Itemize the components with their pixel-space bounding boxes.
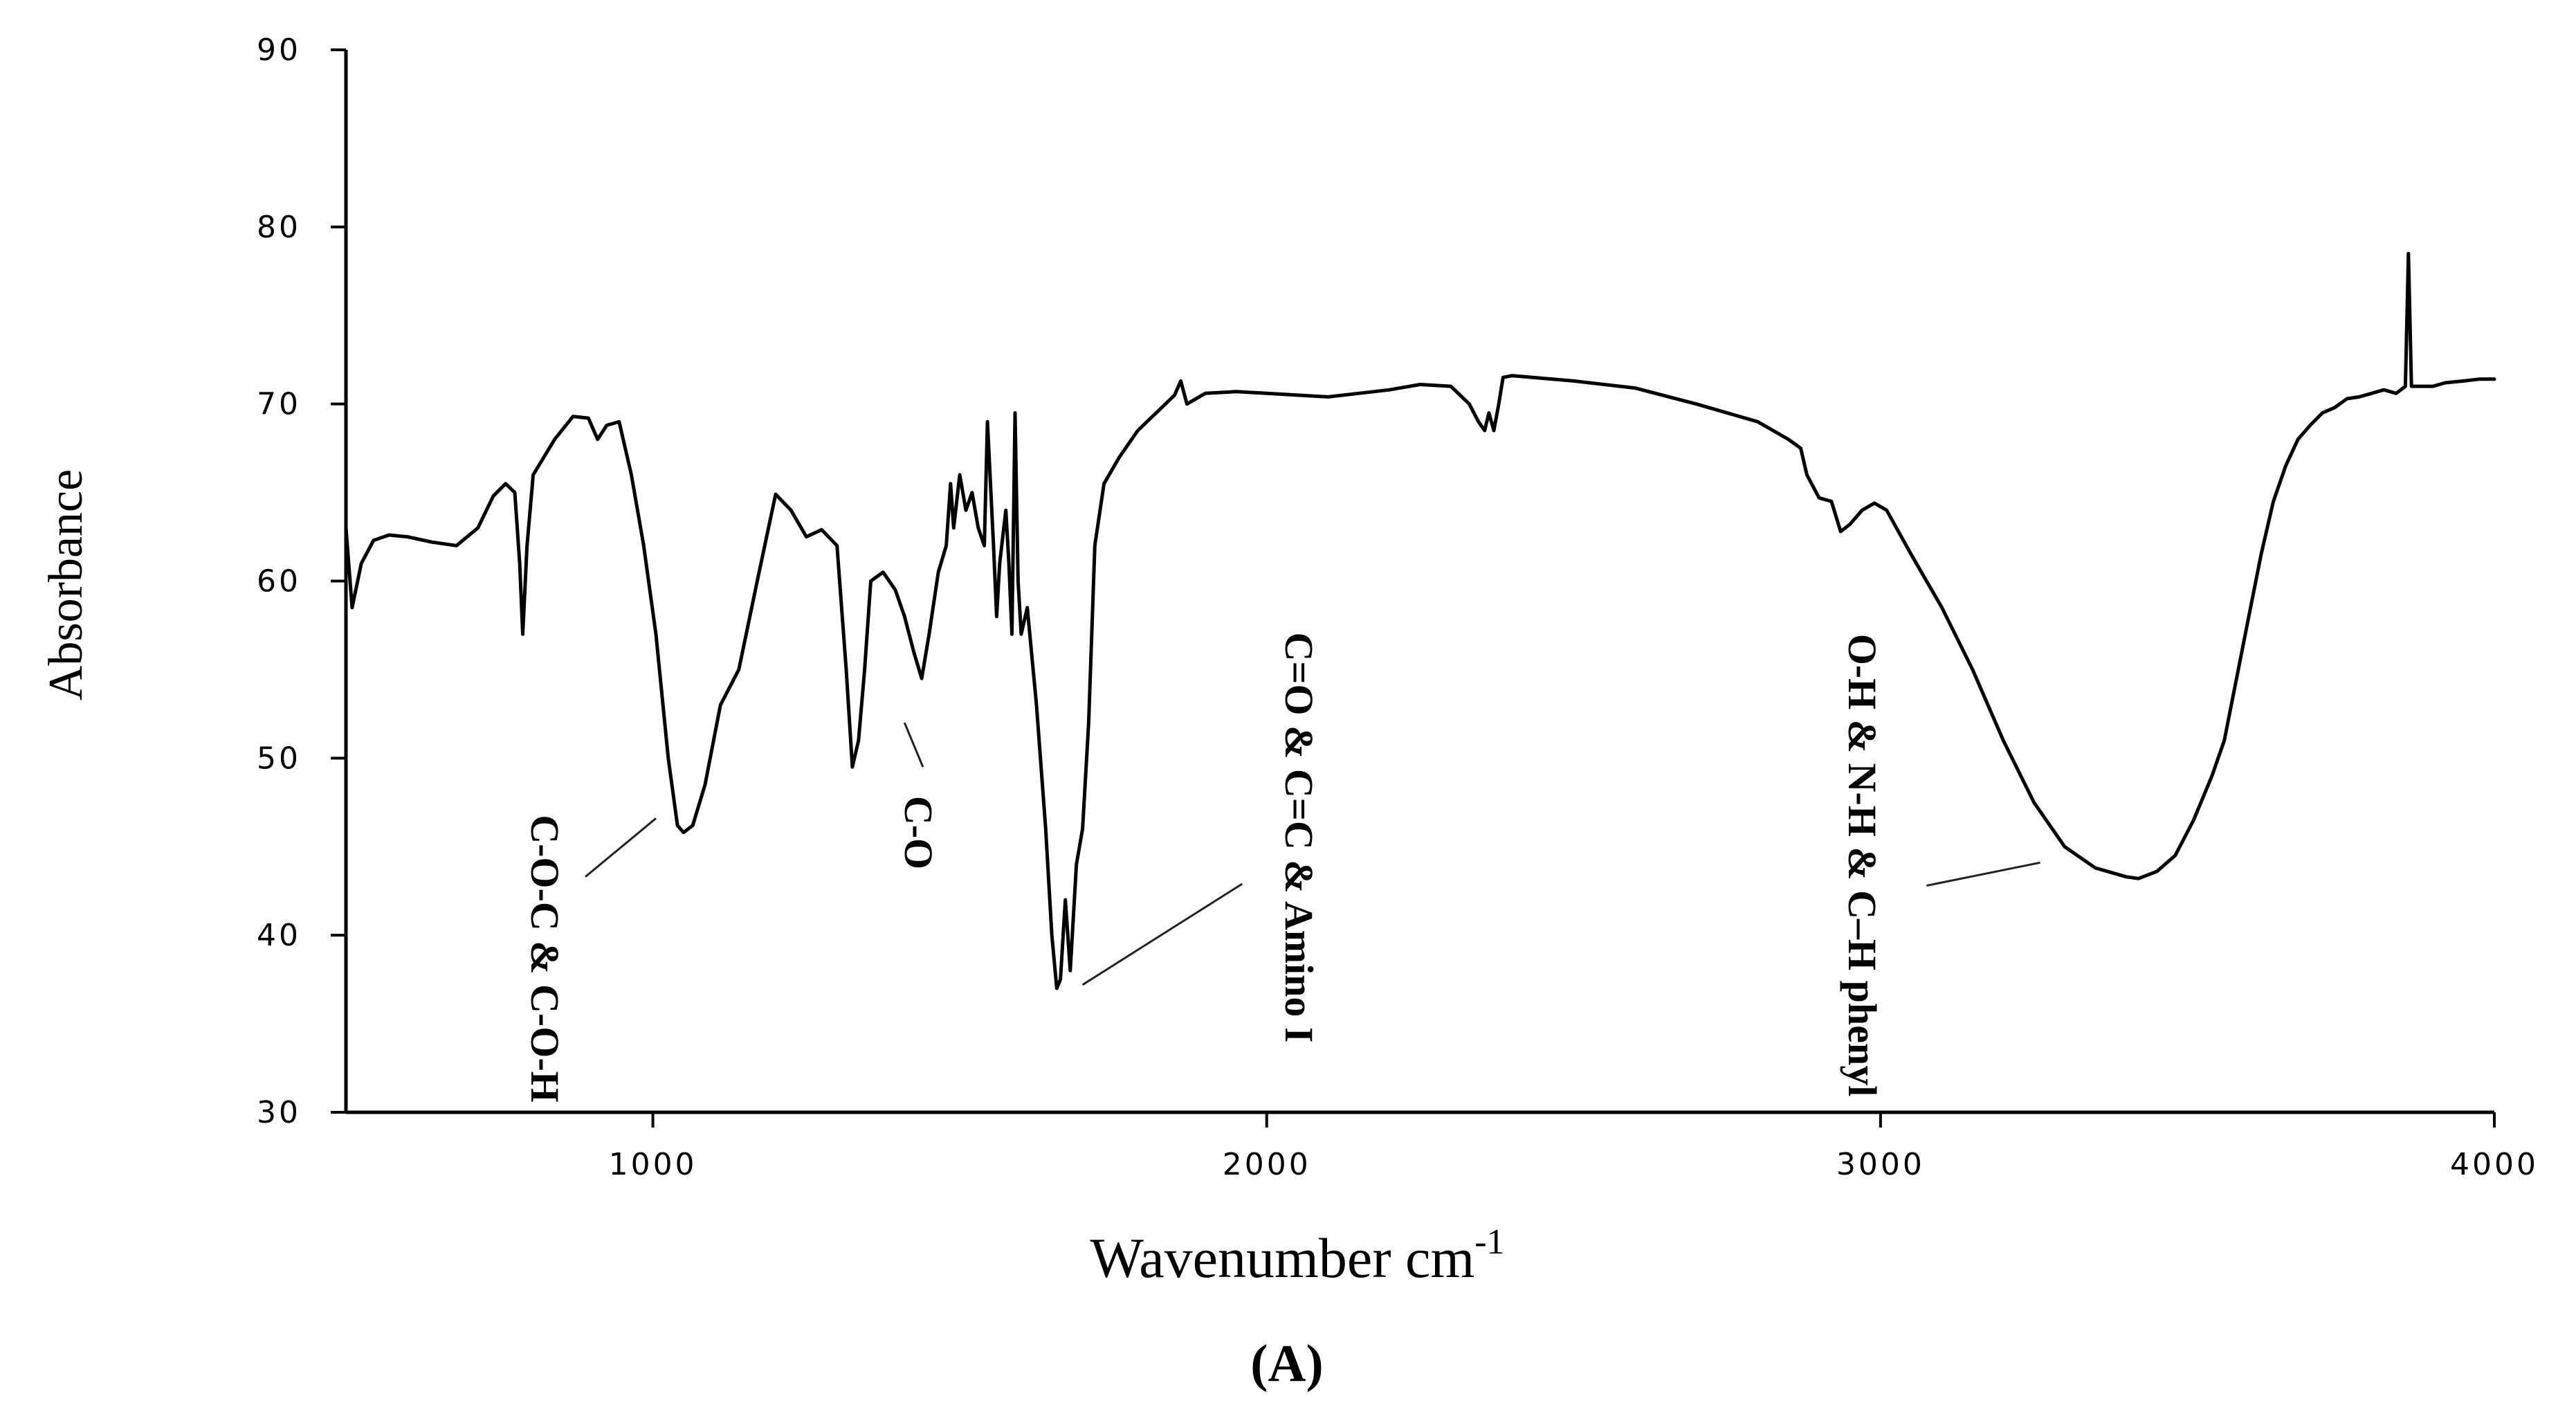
y-tick-label-80: 80 xyxy=(257,210,301,245)
annotation-label-1: C-O-C & C-O-H xyxy=(522,815,567,1103)
annotation-1-label-group: C-O-C & C-O-H xyxy=(522,815,567,1103)
y-tick-label-50: 50 xyxy=(257,741,301,776)
annotation-label-4: O-H & N-H & C–H phenyl xyxy=(1840,634,1885,1097)
x-axis-ticks: 1000 2000 3000 4000 xyxy=(609,1112,2539,1182)
x-axis-title: Wavenumber cm-1 xyxy=(1090,1222,1504,1289)
y-tick-label-60: 60 xyxy=(257,564,301,599)
y-axis-ticks: 30 40 50 60 70 80 90 xyxy=(257,33,346,1130)
annotation-leader-lines xyxy=(585,722,2040,986)
spectrum-series-line xyxy=(344,251,2496,990)
y-axis-title-group: Absorbance xyxy=(39,469,93,700)
annotation-2-label-group: C-O xyxy=(896,796,941,869)
annotation-label-3: C=O & C=C & Amino I xyxy=(1277,633,1322,1043)
annotation-leader-line-1 xyxy=(585,817,657,878)
y-axis-title: Absorbance xyxy=(39,469,93,700)
annotation-3-label-group: C=O & C=C & Amino I xyxy=(1277,633,1322,1043)
annotation-leader-line-2 xyxy=(903,722,924,768)
y-tick-label-90: 90 xyxy=(257,33,301,68)
annotation-leader-line-3 xyxy=(1081,882,1243,986)
annotation-leader-line-4 xyxy=(1926,861,2040,887)
annotation-4-label-group: O-H & N-H & C–H phenyl xyxy=(1840,634,1885,1097)
x-tick-label-1000: 1000 xyxy=(609,1147,697,1182)
y-tick-label-30: 30 xyxy=(257,1095,301,1130)
annotation-label-2: C-O xyxy=(896,796,941,869)
y-tick-label-40: 40 xyxy=(257,918,301,953)
x-tick-label-2000: 2000 xyxy=(1223,1147,1311,1182)
x-axis-title-text: Wavenumber cm xyxy=(1090,1227,1474,1289)
y-tick-label-70: 70 xyxy=(257,387,301,422)
x-axis-title-superscript: -1 xyxy=(1474,1222,1504,1262)
x-tick-label-4000: 4000 xyxy=(2450,1147,2539,1182)
x-tick-label-3000: 3000 xyxy=(1836,1147,1925,1182)
panel-label: (A) xyxy=(1250,1334,1324,1393)
